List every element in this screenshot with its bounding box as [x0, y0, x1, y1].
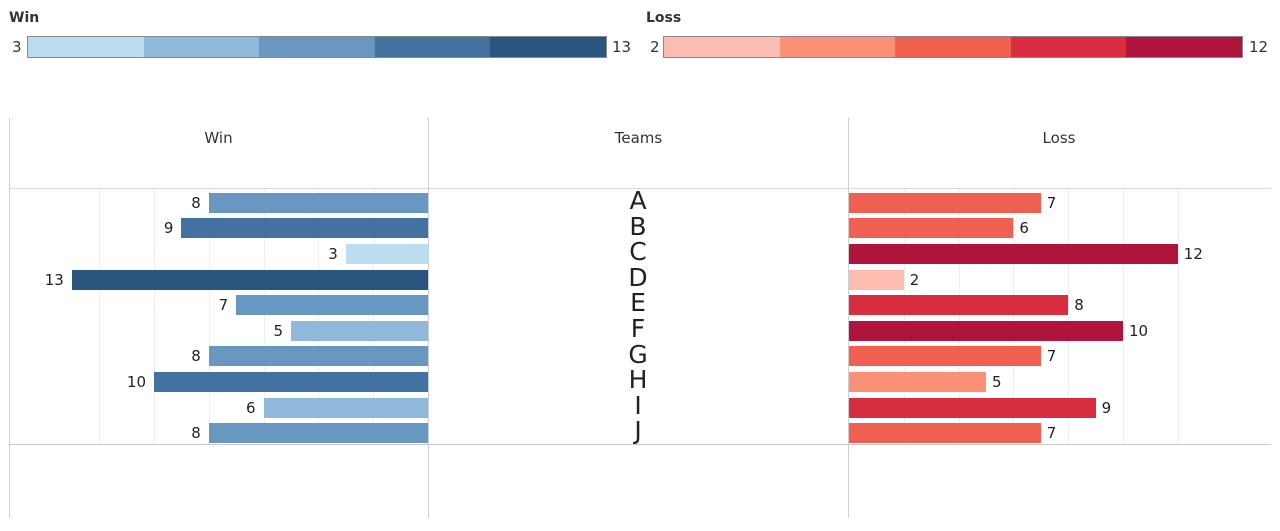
loss-legend-band-5	[1126, 37, 1242, 57]
loss-value-label-G: 7	[1046, 347, 1057, 366]
loss-value-label-B: 6	[1019, 219, 1029, 238]
win-bar-E	[236, 295, 428, 316]
loss-legend-min: 2	[650, 38, 660, 56]
win-bar-I	[263, 397, 428, 418]
win-value-label-B: 9	[163, 219, 174, 238]
loss-value-label-D: 2	[909, 270, 920, 289]
loss-gridline	[1177, 189, 1179, 444]
win-bar-A	[208, 192, 428, 213]
win-legend-band-5	[490, 37, 606, 57]
win-legend-band-2	[143, 37, 260, 57]
loss-bar-E	[849, 295, 1069, 316]
frame-left-line	[9, 118, 10, 518]
win-bar-B	[181, 218, 428, 239]
body-bottom-line	[9, 444, 1271, 445]
win-bar-J	[208, 423, 428, 444]
team-label-B: B	[629, 211, 647, 241]
win-gridline	[318, 189, 320, 444]
win-legend-min: 3	[12, 38, 22, 56]
win-bar-C	[345, 244, 428, 264]
loss-legend-max: 12	[1249, 38, 1269, 56]
win-value-label-F: 5	[273, 321, 283, 340]
win-bar-H	[154, 372, 428, 392]
loss-legend-band-1	[664, 37, 780, 57]
win-value-label-E: 7	[218, 296, 229, 315]
win-value-label-G: 8	[191, 347, 201, 366]
loss-bar-C	[849, 244, 1178, 264]
loss-gridline	[903, 189, 905, 444]
loss-value-label-J: 7	[1046, 424, 1057, 443]
win-legend-band-3	[259, 37, 375, 57]
win-value-label-J: 8	[191, 424, 201, 443]
loss-bar-H	[849, 372, 986, 392]
win-gridline	[99, 189, 101, 444]
loss-legend-band-4	[1010, 37, 1127, 57]
win-value-label-D: 13	[44, 270, 64, 289]
win-gridline	[263, 189, 265, 444]
win-gridline	[154, 189, 155, 444]
loss-bar-B	[849, 218, 1014, 239]
loss-bar-I	[849, 397, 1096, 418]
win-value-label-C: 3	[328, 245, 338, 263]
loss-legend-title: Loss	[646, 10, 682, 26]
loss-value-label-H: 5	[992, 373, 1002, 391]
loss-bar-J	[849, 423, 1041, 444]
win-legend-band-1	[28, 37, 144, 57]
loss-gridline	[1013, 189, 1015, 444]
loss-bar-A	[849, 192, 1041, 213]
teams-column-header: Teams	[614, 129, 663, 147]
team-label-J: J	[634, 416, 642, 446]
team-label-F: F	[630, 314, 646, 343]
loss-gridline	[1123, 189, 1124, 444]
win-legend-title: Win	[9, 10, 40, 26]
team-label-I: I	[634, 390, 642, 420]
win-bar-D	[71, 269, 428, 290]
loss-color-legend	[663, 36, 1243, 58]
loss-gridline	[958, 189, 960, 444]
win-color-legend	[27, 36, 607, 58]
frame-divider-teams-loss	[848, 118, 849, 518]
frame-divider-win-teams	[428, 118, 429, 518]
loss-bar-D	[849, 269, 904, 290]
team-label-E: E	[630, 288, 646, 318]
team-label-C: C	[629, 237, 647, 267]
loss-value-label-C: 12	[1183, 245, 1203, 263]
team-label-A: A	[629, 186, 647, 215]
loss-bar-G	[849, 346, 1041, 367]
loss-gridline	[1068, 189, 1070, 444]
win-bar-G	[208, 346, 428, 367]
team-label-G: G	[628, 339, 648, 369]
team-label-D: D	[628, 262, 648, 292]
loss-value-label-E: 8	[1074, 296, 1084, 315]
win-bar-F	[291, 320, 428, 341]
win-gridline	[208, 189, 210, 444]
loss-legend-band-3	[895, 37, 1011, 57]
win-value-label-A: 8	[191, 193, 201, 212]
win-value-label-I: 6	[246, 398, 256, 417]
win-value-label-H: 10	[126, 373, 146, 391]
win-legend-max: 13	[612, 38, 632, 56]
loss-value-label-A: 7	[1046, 193, 1057, 212]
team-label-H: H	[628, 365, 648, 395]
loss-legend-band-2	[779, 37, 896, 57]
loss-bar-F	[849, 320, 1123, 341]
loss-column-header: Loss	[1042, 129, 1076, 147]
win-legend-band-4	[374, 37, 491, 57]
win-gridline	[373, 189, 375, 444]
header-bottom-line	[9, 188, 1271, 189]
loss-value-label-F: 10	[1129, 321, 1149, 340]
loss-value-label-I: 9	[1101, 398, 1112, 417]
win-column-header: Win	[204, 129, 233, 147]
